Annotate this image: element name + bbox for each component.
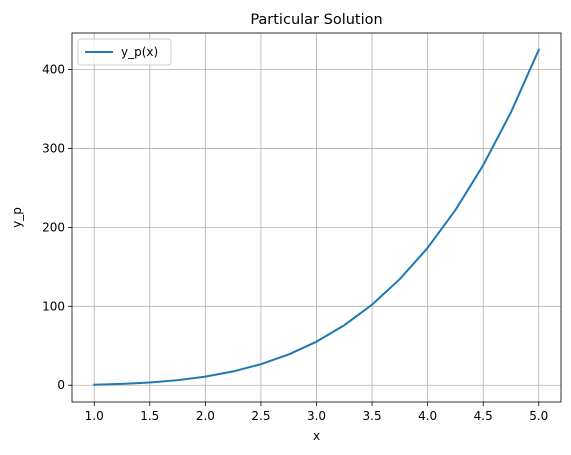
x-axis-label: x xyxy=(313,429,320,443)
legend-label: y_p(x) xyxy=(121,45,158,59)
x-tick-label: 3.5 xyxy=(363,409,382,423)
chart-title: Particular Solution xyxy=(250,12,382,28)
x-tick-label: 5.0 xyxy=(529,409,548,423)
grid xyxy=(72,33,561,402)
x-tick-label: 1.5 xyxy=(140,409,159,423)
y-tick-label: 300 xyxy=(42,141,65,155)
x-tick-label: 2.5 xyxy=(251,409,270,423)
ticks: 1.0 1.5 2.0 2.5 3.0 3.5 4.0 4.5 5.0 0 100 200 300 400 xyxy=(42,63,548,423)
y-tick-label: 0 xyxy=(57,378,65,392)
series-line-0 xyxy=(93,48,541,386)
y-tick-label: 400 xyxy=(42,63,65,77)
x-tick-label: 3.0 xyxy=(307,409,326,423)
x-tick-label: 2.0 xyxy=(196,409,215,423)
x-tick-label: 4.5 xyxy=(474,409,493,423)
legend: y_p(x) xyxy=(77,38,172,66)
y-axis-label: y_p xyxy=(10,207,24,228)
x-tick-label: 4.0 xyxy=(418,409,437,423)
y-tick-label: 100 xyxy=(42,299,65,313)
legend-box xyxy=(77,38,172,66)
series-layer xyxy=(93,48,541,386)
x-tick-label: 1.0 xyxy=(85,409,104,423)
y-tick-label: 200 xyxy=(42,220,65,234)
